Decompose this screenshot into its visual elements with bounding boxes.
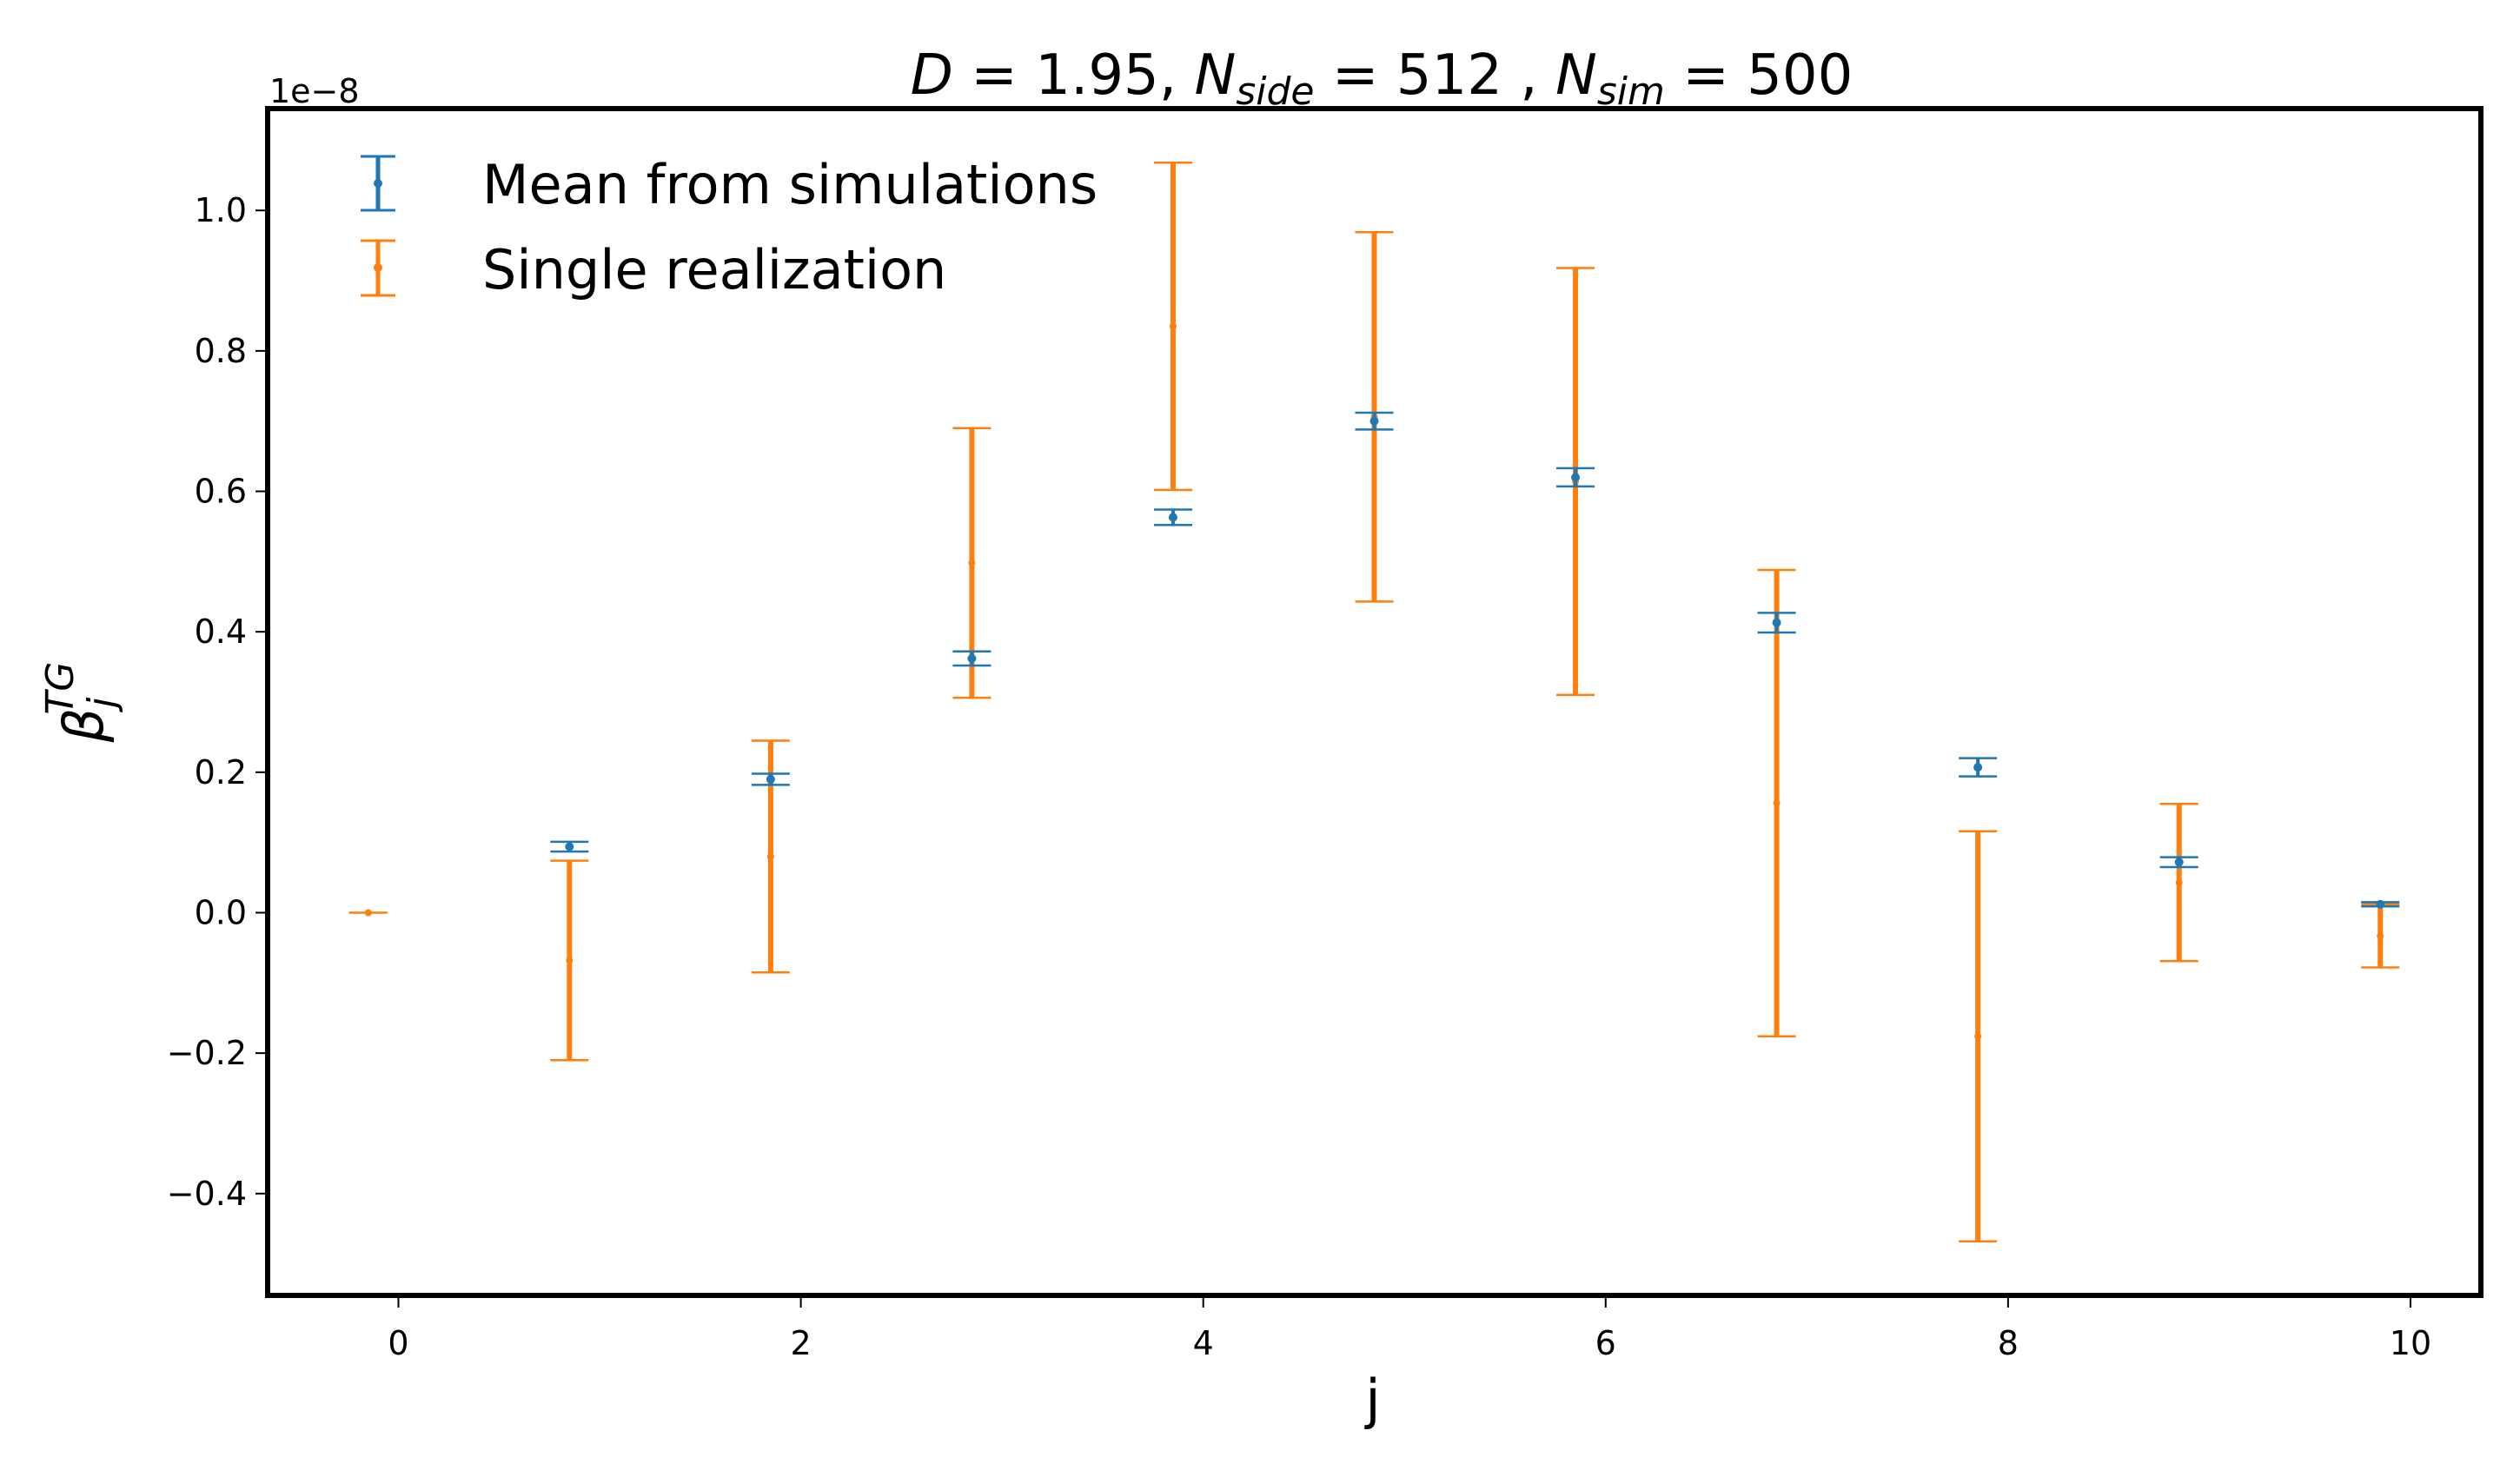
legend-item-mean: Mean from simulations [361, 153, 1098, 216]
data-point [766, 852, 774, 860]
y-axis-ticks: −0.4 −0.2 0.0 0.2 0.4 0.6 0.8 1.0 [167, 191, 268, 1213]
y-tick-label: 0.6 [195, 473, 247, 511]
series-layer [348, 161, 2400, 1243]
data-point [968, 559, 976, 566]
legend-label-single: Single realization [482, 238, 946, 301]
data-point [1168, 513, 1177, 522]
y-tick-label: 0.0 [195, 893, 247, 931]
legend: Mean from simulations Single realization [361, 153, 1098, 301]
x-axis-label: j [1363, 1368, 1380, 1431]
y-axis-label-subscript: j [80, 697, 124, 712]
data-point [1973, 763, 1983, 772]
chart-title: D = 1.95, Nside = 512 , Nsim = 500 [911, 43, 1854, 114]
data-point [1772, 618, 1781, 627]
x-axis-ticks: 0 2 4 6 8 10 [388, 1295, 2431, 1362]
x-tick-label: 0 [388, 1324, 408, 1362]
y-tick-label: 1.0 [195, 191, 247, 229]
data-point [1169, 322, 1177, 330]
data-point [2377, 932, 2384, 940]
data-point [1974, 1032, 1982, 1040]
legend-mean-marker [374, 179, 382, 188]
x-tick-label: 8 [1998, 1324, 2019, 1362]
x-tick-label: 10 [2390, 1324, 2431, 1362]
x-tick-label: 6 [1595, 1324, 1616, 1362]
y-tick-label: −0.2 [167, 1034, 247, 1072]
series-mean-from-simulations [550, 411, 2400, 909]
title-d-value: = 1.95, [953, 43, 1195, 108]
y-tick-label: −0.4 [167, 1175, 247, 1213]
x-tick-label: 2 [791, 1324, 812, 1362]
title-nside-symbol: N [1194, 43, 1236, 108]
data-point [364, 909, 372, 917]
data-point [566, 957, 574, 964]
data-point [565, 842, 574, 851]
legend-single-marker [374, 263, 382, 272]
data-point [1571, 473, 1581, 482]
title-nside-value: = 512 , [1314, 43, 1555, 108]
data-point [967, 653, 977, 663]
y-axis-label-superscript: TG [38, 662, 83, 715]
plot-frame [265, 106, 2484, 1298]
title-nsim-value: = 500 [1665, 43, 1853, 108]
data-point [2175, 878, 2183, 886]
title-d-symbol: D [911, 43, 953, 108]
y-axis-label-symbol: β [52, 708, 116, 744]
data-point [1773, 799, 1781, 807]
y-tick-label: 0.2 [195, 753, 247, 791]
data-point [1369, 416, 1379, 426]
y-axis-multiplier: 1e−8 [269, 72, 360, 110]
data-point [2376, 899, 2385, 909]
series-single-realization [348, 161, 2400, 1243]
title-nsim-symbol: N [1555, 43, 1597, 108]
y-tick-label: 0.4 [195, 613, 247, 651]
legend-item-single: Single realization [361, 238, 946, 301]
data-point [2174, 858, 2184, 867]
x-tick-label: 4 [1193, 1324, 1214, 1362]
data-point [766, 774, 775, 784]
y-tick-label: 0.8 [195, 332, 247, 370]
legend-label-mean: Mean from simulations [482, 153, 1098, 216]
y-axis-label: βjTG [38, 662, 124, 744]
